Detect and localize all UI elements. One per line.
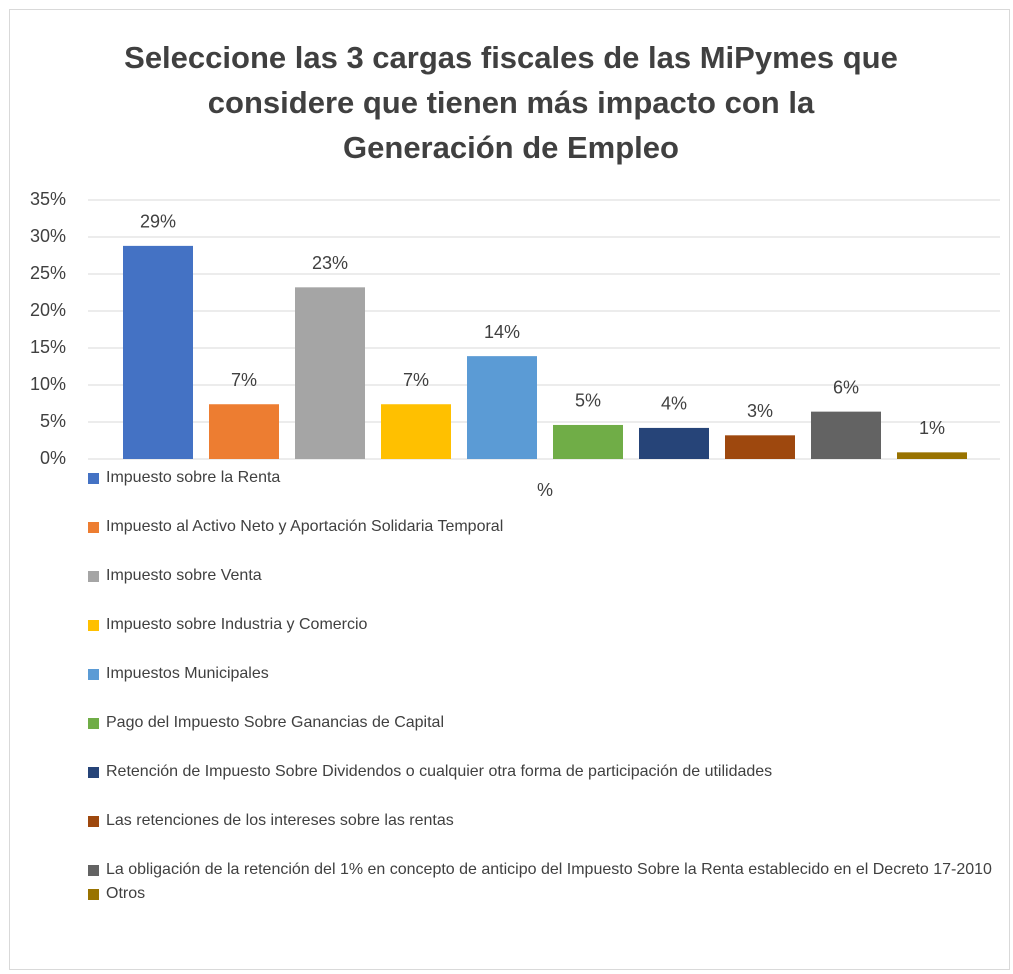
y-tick-label: 35% (30, 189, 66, 209)
chart-title: Generación de Empleo (343, 130, 679, 165)
legend-swatch (88, 816, 99, 827)
legend-item: Retención de Impuesto Sobre Dividendos o… (88, 760, 993, 784)
bar (123, 245, 193, 459)
bar (725, 435, 795, 459)
legend-item: La obligación de la retención del 1% en … (88, 858, 993, 882)
y-tick-label: 10% (30, 374, 66, 394)
legend-item: Impuesto al Activo Neto y Aportación Sol… (88, 515, 993, 539)
data-label: 3% (747, 401, 773, 421)
y-tick-label: 20% (30, 300, 66, 320)
legend-swatch (88, 718, 99, 729)
legend-swatch (88, 669, 99, 680)
legend: Impuesto sobre la Renta Impuesto al Activ… (88, 466, 993, 906)
data-label: 1% (919, 418, 945, 438)
y-tick-label: 15% (30, 337, 66, 357)
bar (209, 404, 279, 459)
data-label: 4% (661, 394, 687, 414)
data-label: 7% (403, 370, 429, 390)
x-tick-label: % (537, 480, 553, 500)
data-label: 7% (231, 370, 257, 390)
bar (811, 411, 881, 459)
bar (639, 427, 709, 459)
legend-item: Impuesto sobre la Renta (88, 466, 993, 490)
legend-swatch (88, 865, 99, 876)
legend-label: Pago del Impuesto Sobre Ganancias de Cap… (106, 714, 444, 731)
legend-label: Impuestos Municipales (106, 665, 269, 682)
bar (897, 452, 967, 459)
legend-item: Otros (88, 882, 993, 906)
legend-item: Pago del Impuesto Sobre Ganancias de Cap… (88, 711, 993, 735)
y-tick-label: 30% (30, 226, 66, 246)
legend-swatch (88, 571, 99, 582)
legend-label: Impuesto sobre Venta (106, 567, 262, 584)
legend-swatch (88, 767, 99, 778)
chart-title: Seleccione las 3 cargas fiscales de las … (124, 40, 898, 75)
data-label: 29% (140, 212, 176, 232)
bar (553, 424, 623, 459)
bar (295, 287, 365, 459)
bar (381, 404, 451, 459)
legend-swatch (88, 473, 99, 484)
y-tick-label: 0% (40, 448, 66, 468)
legend-label: Impuesto sobre Industria y Comercio (106, 616, 368, 633)
legend-label: Impuesto sobre la Renta (106, 469, 281, 486)
legend-item: Impuestos Municipales (88, 662, 993, 686)
legend-swatch (88, 620, 99, 631)
legend-label: Las retenciones de los intereses sobre l… (106, 812, 454, 829)
y-tick-label: 5% (40, 411, 66, 431)
legend-label: Impuesto al Activo Neto y Aportación Sol… (106, 518, 504, 535)
data-label: 14% (484, 322, 520, 342)
legend-swatch (88, 889, 99, 900)
y-tick-label: 25% (30, 263, 66, 283)
legend-label: La obligación de la retención del 1% en … (106, 861, 992, 878)
chart-border (9, 9, 1010, 970)
legend-label: Retención de Impuesto Sobre Dividendos o… (106, 763, 773, 780)
chart-title: considere que tienen más impacto con la (208, 85, 815, 120)
data-label: 23% (312, 253, 348, 273)
legend-item: Impuesto sobre Venta (88, 564, 993, 588)
legend-item: Las retenciones de los intereses sobre l… (88, 809, 993, 833)
legend-swatch (88, 522, 99, 533)
data-label: 6% (833, 377, 859, 397)
data-label: 5% (575, 391, 601, 411)
legend-label: Otros (106, 885, 146, 902)
bar (467, 356, 537, 459)
legend-item: Impuesto sobre Industria y Comercio (88, 613, 993, 637)
